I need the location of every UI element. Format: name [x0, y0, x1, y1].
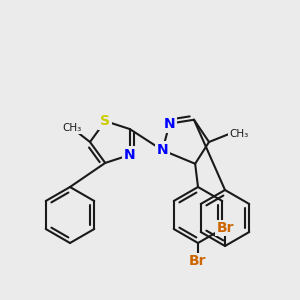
Text: N: N	[124, 148, 136, 162]
Text: Br: Br	[216, 221, 234, 235]
Text: CH₃: CH₃	[62, 123, 82, 133]
Text: Br: Br	[189, 254, 207, 268]
Text: N: N	[157, 143, 168, 157]
Text: S: S	[100, 114, 110, 128]
Text: CH₃: CH₃	[229, 129, 248, 139]
Text: N: N	[164, 117, 176, 130]
